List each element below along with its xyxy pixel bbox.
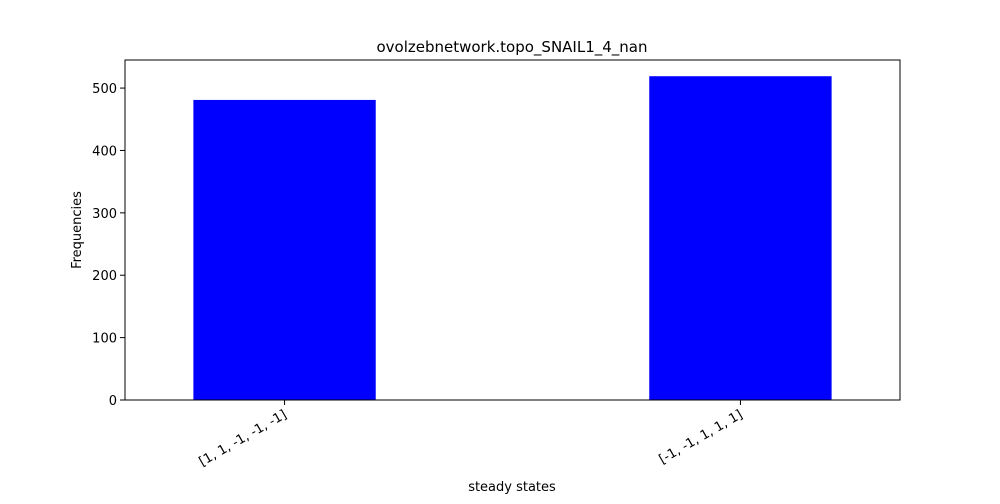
x-tick-label-0: [1, 1, -1, -1, -1] bbox=[197, 407, 290, 469]
bar-1 bbox=[649, 76, 832, 400]
y-tick-label-2: 200 bbox=[92, 269, 117, 284]
y-axis: 0 100 200 300 400 500 bbox=[92, 82, 125, 409]
y-tick-label-3: 300 bbox=[92, 207, 117, 222]
x-axis: [1, 1, -1, -1, -1] [-1, -1, 1, 1, 1] bbox=[197, 400, 746, 470]
plot-frame bbox=[124, 59, 901, 401]
y-tick-label-0: 0 bbox=[109, 394, 117, 409]
bar-0 bbox=[193, 99, 376, 400]
bars-layer bbox=[193, 76, 832, 400]
y-tick-label-4: 400 bbox=[92, 144, 117, 159]
y-tick-label-1: 100 bbox=[92, 332, 117, 347]
chart-title: ovolzebnetwork.topo_SNAIL1_4_nan bbox=[376, 38, 647, 57]
y-axis-label: Frequencies bbox=[70, 191, 85, 269]
y-tick-label-5: 500 bbox=[92, 82, 117, 97]
x-axis-label: steady states bbox=[468, 480, 556, 495]
x-tick-label-1: [-1, -1, 1, 1, 1] bbox=[657, 407, 746, 467]
